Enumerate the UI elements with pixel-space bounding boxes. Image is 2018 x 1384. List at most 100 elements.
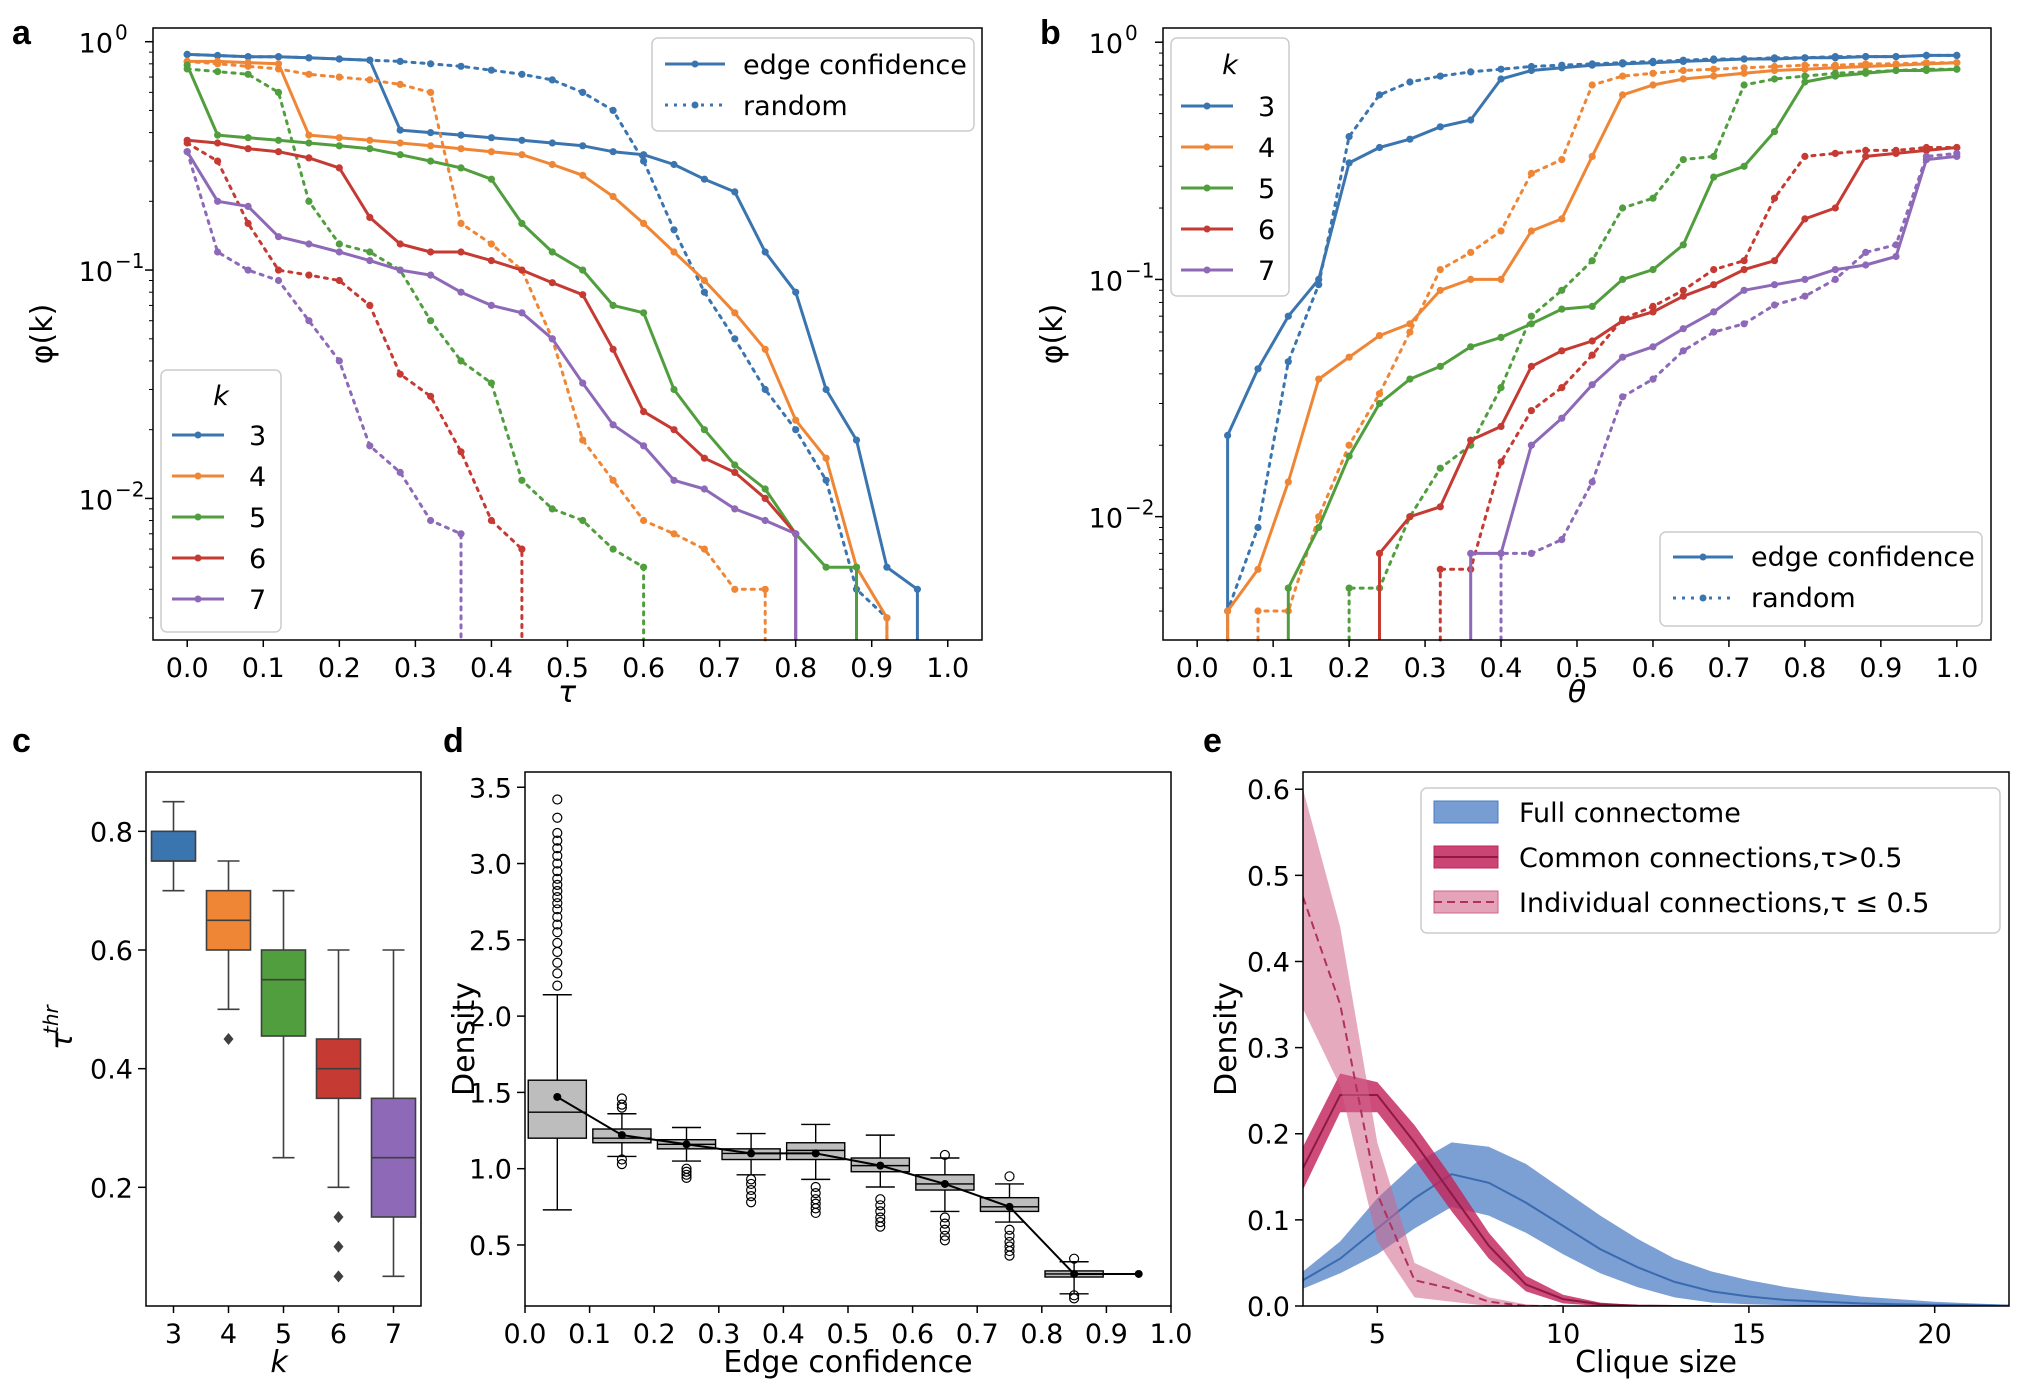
- data-point-k6: [183, 139, 191, 147]
- data-point-k6: [366, 301, 374, 309]
- data-point-k7: [1740, 286, 1748, 294]
- data-point-k5: [1953, 65, 1961, 73]
- data-point-k5: [366, 248, 374, 256]
- data-point-k6: [548, 279, 556, 287]
- data-point-k7: [1710, 308, 1718, 316]
- legend-marker-k7: [1203, 266, 1211, 274]
- data-point-k5: [214, 131, 222, 139]
- data-point-k4: [1527, 227, 1535, 235]
- data-point-k7: [274, 233, 283, 241]
- data-point-k4: [579, 171, 587, 179]
- data-point-k4: [274, 60, 283, 68]
- data-point-k5: [640, 563, 648, 571]
- outlier-point: [552, 858, 563, 869]
- data-point-k7: [366, 442, 374, 450]
- mean-point: [1134, 1269, 1143, 1278]
- data-point-k3: [640, 157, 648, 165]
- legend-swatch-full: [1433, 800, 1499, 824]
- legend-label-k7: 7: [249, 585, 266, 616]
- data-point-k6: [305, 154, 313, 162]
- data-point-k6: [1619, 315, 1627, 323]
- data-point-k3: [1254, 523, 1262, 532]
- data-point-k4: [487, 148, 495, 156]
- data-point-k4: [1710, 65, 1718, 73]
- outlier-point: [745, 1174, 757, 1185]
- data-point-k7: [1801, 275, 1809, 283]
- outlier-point: [552, 919, 563, 930]
- data-point-k5: [427, 157, 435, 165]
- data-point-k6: [1831, 149, 1839, 157]
- data-point-k5: [1619, 275, 1627, 283]
- data-point-k4: [1740, 69, 1748, 77]
- data-point-k5: [1558, 286, 1566, 294]
- data-point-k7: [1588, 478, 1596, 486]
- data-point-k7: [1527, 441, 1535, 449]
- data-point-k7: [1740, 320, 1748, 328]
- data-point-k3: [913, 585, 922, 593]
- data-point-k3: [335, 55, 343, 63]
- outlier-point: [939, 1235, 951, 1246]
- data-point-k3: [1588, 60, 1596, 68]
- y-tick-label: 0.6: [90, 936, 133, 967]
- data-point-k3: [548, 76, 556, 84]
- data-point-k4: [1831, 61, 1839, 69]
- series-line-k3-dotted: [1226, 53, 1959, 642]
- data-point-k3: [548, 139, 556, 147]
- x-tick-label: 0.1: [242, 653, 285, 684]
- data-point-k7: [1770, 301, 1779, 309]
- outlier-point: [552, 794, 563, 805]
- y-tick-label: 0.2: [90, 1173, 133, 1204]
- x-tick-label: 0.8: [1783, 653, 1826, 684]
- panel-c-ticks: 3 4 5 6 7 0.2 0.4 0.6 0.8: [90, 817, 402, 1350]
- data-point-k5: [579, 516, 587, 525]
- box-k5: [260, 949, 307, 1037]
- panel-letter-a: a: [12, 14, 32, 52]
- outlier-point: [875, 1212, 886, 1223]
- panel-letter-e: e: [1203, 722, 1222, 760]
- x-tick-label: 0.1: [1252, 653, 1295, 684]
- data-point-k4: [427, 88, 435, 96]
- data-point-k6: [1770, 194, 1779, 202]
- data-point-k6: [1588, 337, 1596, 345]
- data-point-k7: [1558, 414, 1566, 422]
- x-tick-label: 0.8: [774, 653, 817, 684]
- x-tick-label: 0.7: [1707, 653, 1750, 684]
- data-point-k4: [1679, 66, 1687, 75]
- data-point-k5: [487, 175, 495, 183]
- outlier-point: [875, 1200, 886, 1211]
- data-point-k4: [1315, 513, 1323, 521]
- data-point-k4: [396, 80, 404, 88]
- data-point-k7: [1497, 549, 1505, 558]
- y-tick-exponent: −1: [115, 249, 144, 273]
- data-point-k3: [1345, 159, 1353, 167]
- data-point-k6: [1497, 458, 1505, 466]
- data-point-k3: [1224, 431, 1232, 439]
- data-point-k5: [1436, 464, 1444, 472]
- data-point-k4: [1467, 275, 1475, 283]
- x-tick-label: 0.7: [956, 1319, 999, 1350]
- outlier-point: [552, 946, 563, 958]
- data-point-k3: [396, 126, 404, 134]
- outlier-point: [552, 911, 563, 923]
- outlier-point: [552, 980, 563, 991]
- data-point-k3: [761, 248, 769, 256]
- outlier-point: [745, 1197, 757, 1208]
- data-point-k4: [1284, 478, 1292, 486]
- data-point-k3: [1375, 143, 1384, 152]
- data-point-k3: [579, 142, 587, 150]
- data-point-k6: [396, 240, 404, 248]
- panel-c-xlabel: k: [270, 1345, 289, 1380]
- data-point-k5: [1710, 152, 1718, 160]
- data-point-k4: [457, 145, 465, 153]
- data-point-k6: [1740, 257, 1748, 265]
- data-point-k7: [1831, 275, 1839, 283]
- y-tick-label: 2.0: [469, 1002, 512, 1033]
- data-point-k4: [609, 476, 617, 484]
- legend-label-k5: 5: [1258, 174, 1275, 205]
- data-point-k5: [1740, 162, 1748, 170]
- outlier-point: [810, 1181, 821, 1193]
- data-point-k3: [822, 385, 830, 394]
- data-point-k7: [305, 317, 313, 325]
- data-point-k4: [1649, 81, 1657, 89]
- x-tick-label: 0.9: [1085, 1319, 1128, 1350]
